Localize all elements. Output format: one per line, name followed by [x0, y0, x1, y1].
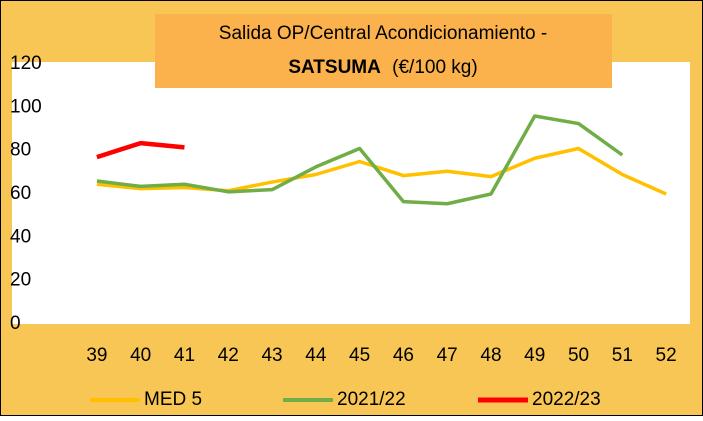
y-tick-label: 100 — [10, 96, 42, 117]
line — [96, 114, 624, 206]
legend-label: 2022/23 — [532, 389, 601, 410]
x-tick-label: 44 — [305, 345, 327, 366]
line — [96, 140, 185, 160]
legend-label: 2021/22 — [337, 389, 406, 410]
y-tick-label: 20 — [10, 270, 31, 291]
x-tick-label: 49 — [524, 345, 545, 366]
chart-title: Salida OP/Central Acondicionamiento - — [219, 23, 547, 44]
x-tick-label: 40 — [130, 345, 151, 366]
x-tick-label: 42 — [218, 345, 239, 366]
x-tick-label: 50 — [568, 345, 589, 366]
legend-label: MED 5 — [144, 389, 202, 410]
x-tick-label: 48 — [480, 345, 501, 366]
y-tick-label: 80 — [10, 140, 31, 161]
x-tick-label: 51 — [612, 345, 633, 366]
title-box — [155, 14, 612, 88]
plot-area — [12, 62, 690, 324]
x-tick-label: 47 — [437, 345, 458, 366]
x-tick-label: 46 — [393, 345, 414, 366]
chart-title: SATSUMA (€/100 kg) — [288, 57, 477, 78]
x-tick-label: 39 — [86, 345, 107, 366]
x-tick-label: 52 — [656, 345, 677, 366]
x-tick-label: 41 — [174, 345, 195, 366]
y-tick-label: 120 — [10, 53, 42, 74]
x-tick-label: 43 — [261, 345, 282, 366]
title-bold: SATSUMA — [288, 57, 381, 78]
x-tick-label: 45 — [349, 345, 370, 366]
y-tick-label: 60 — [10, 183, 31, 204]
y-tick-label: 40 — [10, 226, 31, 247]
line — [96, 146, 667, 196]
title-unit: (€/100 kg) — [392, 57, 478, 78]
y-tick-label: 0 — [10, 313, 21, 334]
